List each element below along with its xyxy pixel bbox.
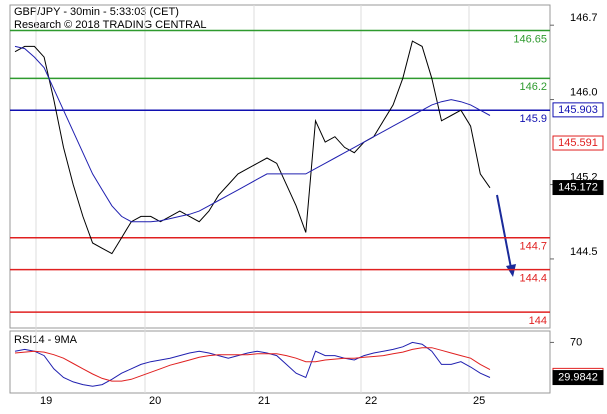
price-tag [552,370,604,386]
rsi-title: RSI14 - 9MA [14,334,78,346]
x-tick-label: 25 [473,395,485,407]
rsi-tick-label: 70 [570,336,582,348]
price-tag-label: 29.9842 [558,371,598,383]
price-panel [9,4,551,329]
y-tick-label: 144.5 [570,246,598,258]
level-label: 146.65 [513,33,547,45]
series-line [14,45,491,223]
y-tick-label: 146.0 [570,86,598,98]
price-tag-label: 145.172 [558,181,598,193]
arrow [496,194,512,269]
series-line [14,347,491,382]
arrow-head [506,264,516,277]
price-tag-label: 145.591 [558,137,598,149]
x-tick-label: 22 [365,395,377,407]
level-label: 144.7 [519,241,547,253]
level-label: 146.2 [519,81,547,93]
level-label: 144 [529,315,547,327]
x-tick-label: 21 [258,395,270,407]
level-label: 144.4 [519,272,547,284]
chart-title: GBP/JPY - 30min - 5:33:03 (CET) [14,6,179,18]
price-tag [552,102,604,118]
series-line [14,341,491,387]
x-tick-label: 20 [149,395,161,407]
y-tick-label: 146.7 [570,12,598,24]
price-tag [552,180,604,196]
level-label: 145.9 [519,113,547,125]
price-tag-label: 145.903 [558,104,598,116]
chart-subtitle: Research © 2018 TRADING CENTRAL [14,19,207,31]
series-line [14,40,491,255]
x-tick-label: 19 [40,395,52,407]
price-tag [552,135,604,151]
